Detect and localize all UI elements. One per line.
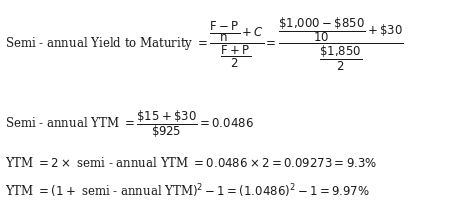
Text: YTM $= (1+$ semi - annual YTM$)^{2}-1=(1.0486)^{2}-1=9.97\%$: YTM $= (1+$ semi - annual YTM$)^{2}-1=(1… [5,181,370,199]
Text: YTM $= 2\times$ semi - annual YTM $= 0.0486\times 2 = 0.09273 = 9.3\%$: YTM $= 2\times$ semi - annual YTM $= 0.0… [5,155,377,169]
Text: Semi - annual Yield to Maturity $= \dfrac{\dfrac{\mathrm{F-P}}{\mathrm{n}}+C}{\d: Semi - annual Yield to Maturity $= \dfra… [5,16,403,72]
Text: Semi - annual YTM $= \dfrac{\$15+\$30}{\$925} = 0.0486$: Semi - annual YTM $= \dfrac{\$15+\$30}{\… [5,108,254,140]
